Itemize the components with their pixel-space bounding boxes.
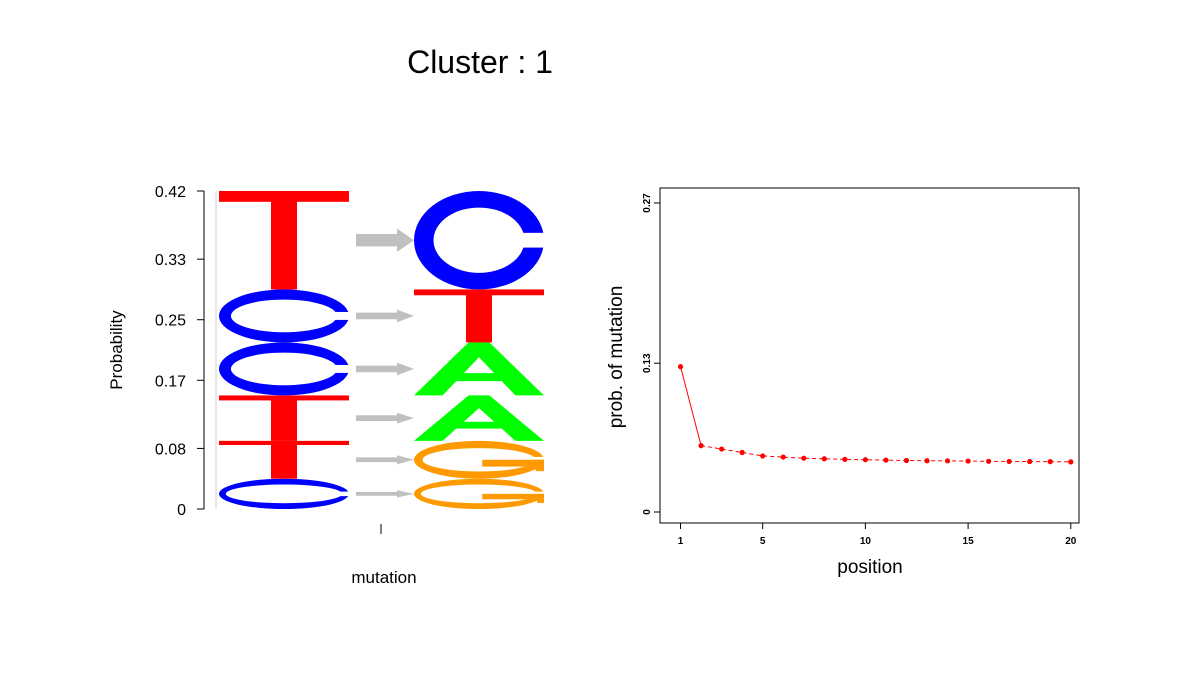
logo-y-tick-label: 0 xyxy=(177,502,186,519)
line-point xyxy=(986,458,992,464)
line-point xyxy=(739,449,745,456)
logo-letter-a xyxy=(414,395,544,441)
line-segment-solid xyxy=(680,366,702,446)
logo-letter-g xyxy=(414,440,548,479)
line-plot-frame xyxy=(659,187,1080,524)
line-x-tick-label: 5 xyxy=(760,536,766,547)
logo-letter-t xyxy=(219,395,349,441)
line-point xyxy=(944,458,951,464)
line-x-tick-label: 1 xyxy=(678,536,684,547)
mutation-arrow xyxy=(356,309,414,323)
line-point xyxy=(801,455,807,461)
logo-y-ticks: 0 0.08 0.17 0.25 0.33 0.42 xyxy=(155,184,204,519)
line-x-ticks: 1 5 10 15 20 xyxy=(678,523,1077,547)
chart-title: Cluster : 1 xyxy=(407,44,553,80)
line-point xyxy=(821,456,827,462)
line-y-tick-label: 0.13 xyxy=(642,353,653,373)
logo-y-tick-label: 0.08 xyxy=(155,441,186,458)
logo-y-tick-label: 0.42 xyxy=(155,184,186,201)
line-point xyxy=(719,446,725,452)
logo-y-tick-label: 0.33 xyxy=(155,252,186,269)
mutation-arrow xyxy=(356,455,414,465)
mutation-arrow xyxy=(356,490,414,498)
logo-letter-c xyxy=(219,342,353,396)
line-series xyxy=(677,364,1074,465)
line-y-tick-label: 0.27 xyxy=(642,193,653,213)
logo-to-stack xyxy=(414,190,548,510)
logo-letter-t xyxy=(219,440,349,479)
line-point xyxy=(1068,459,1074,465)
mutation-arrow xyxy=(356,412,414,424)
line-point xyxy=(924,458,930,464)
line-point xyxy=(842,456,848,462)
logo-y-tick-label: 0.25 xyxy=(155,313,186,330)
line-point xyxy=(698,443,704,449)
line-point xyxy=(760,453,766,459)
line-x-tick-label: 10 xyxy=(860,536,872,547)
logo-letter-c xyxy=(414,190,548,290)
line-point xyxy=(677,364,684,370)
line-point xyxy=(883,457,889,463)
line-y-ticks: 0 0.13 0.27 xyxy=(642,193,660,515)
line-point xyxy=(1027,458,1033,465)
logo-y-tick-label: 0.17 xyxy=(155,373,186,390)
logo-letter-c xyxy=(219,478,353,510)
line-point xyxy=(1006,458,1012,465)
line-x-tick-label: 15 xyxy=(963,536,975,547)
logo-arrows xyxy=(356,228,414,498)
line-plot: 1 5 10 15 20 00.130.27 position prob. of mut… xyxy=(606,187,1080,578)
logo-letter-g xyxy=(414,478,548,510)
line-point xyxy=(780,454,786,460)
logo-letter-t xyxy=(219,191,349,290)
logo-letter-c xyxy=(219,289,353,343)
line-point xyxy=(903,457,910,464)
logo-from-stack xyxy=(219,191,353,510)
logo-letter-t xyxy=(414,289,544,343)
mutation-arrow xyxy=(356,362,414,376)
line-x-label: position xyxy=(837,557,903,578)
logo-plot: 0 0.08 0.17 0.25 0.33 0.42 mutation Probabili… xyxy=(107,184,548,587)
line-y-label: prob. of mutation xyxy=(606,286,627,429)
logo-y-label: Probability xyxy=(107,310,126,390)
line-point xyxy=(862,457,868,463)
logo-letter-a xyxy=(414,342,544,396)
mutation-arrow xyxy=(356,228,414,252)
line-y-tick-label: 0 xyxy=(642,509,653,515)
line-point xyxy=(965,458,971,464)
logo-x-label: mutation xyxy=(351,568,416,587)
line-x-tick-label: 20 xyxy=(1065,536,1077,547)
line-point xyxy=(1047,459,1053,465)
